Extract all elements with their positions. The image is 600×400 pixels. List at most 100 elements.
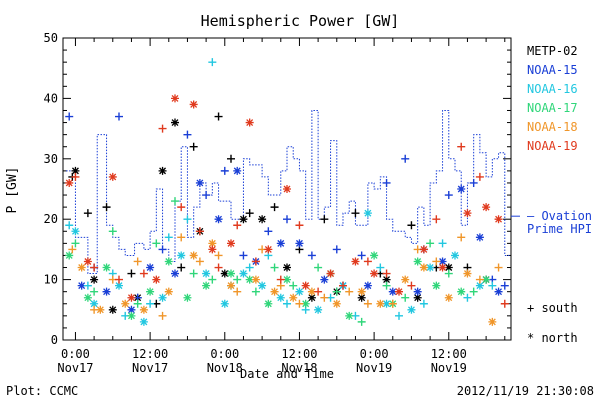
noaa-19-north-point: [171, 94, 179, 103]
noaa-18-north-point: [419, 263, 428, 272]
noaa-19-south-point: [71, 172, 80, 181]
noaa-19-north-point: [419, 245, 428, 254]
y-tick-label: 30: [44, 152, 58, 166]
noaa-15-north-point: [295, 239, 304, 248]
noaa-15-north-point: [146, 263, 155, 272]
noaa-18-south-point: [177, 233, 186, 242]
noaa-19-north-point: [227, 239, 235, 248]
legend-item-noaa-15: NOAA-15: [527, 63, 578, 77]
legend-south-marker: + south: [527, 301, 578, 315]
noaa-18-north-point: [139, 305, 148, 314]
noaa-18-north-point: [189, 251, 198, 260]
noaa-18-north-point: [251, 275, 260, 284]
noaa-17-north-point: [457, 287, 466, 296]
plot-timestamp: 2012/11/19 21:30:08: [457, 384, 594, 398]
noaa-19-south-point: [115, 275, 123, 284]
noaa-16-south-point: [83, 281, 92, 290]
noaa-18-south-point: [363, 299, 372, 308]
noaa-17-north-point: [413, 257, 422, 266]
noaa-16-south-point: [245, 263, 254, 272]
noaa-19-north-point: [351, 257, 360, 266]
noaa-17-north-point: [432, 281, 441, 290]
noaa-18-north-point: [444, 293, 453, 302]
metp-02-south-point: [320, 215, 329, 224]
metp-02-south-point: [214, 112, 223, 121]
y-tick-label: 40: [44, 91, 58, 105]
noaa-17-south-point: [251, 287, 260, 296]
x-tick-label-time: 12:00: [281, 347, 317, 361]
x-tick-label-date: Nov18: [207, 361, 243, 375]
noaa-19-south-point: [407, 281, 416, 290]
noaa-15-north-point: [276, 239, 285, 248]
noaa-15-north-point: [127, 305, 136, 314]
x-tick-label-date: Nov19: [356, 361, 392, 375]
noaa-15-south-point: [332, 245, 341, 254]
noaa-18-north-point: [357, 287, 366, 296]
metp-02-north-point: [108, 305, 117, 314]
noaa-19-south-point: [214, 263, 223, 272]
noaa-17-south-point: [152, 239, 161, 248]
noaa-18-north-point: [332, 299, 341, 308]
metp-02-north-point: [413, 293, 422, 302]
noaa-19-south-point: [139, 269, 148, 278]
legend-item-metp-02: METP-02: [527, 44, 578, 58]
noaa-16-north-point: [426, 263, 435, 272]
noaa-18-north-point: [96, 305, 105, 314]
noaa-19-north-point: [370, 269, 379, 278]
noaa-19-north-point: [127, 293, 136, 302]
legend-item-noaa-18: NOAA-18: [527, 120, 578, 134]
metp-02-north-point: [357, 293, 366, 302]
noaa-15-north-point: [475, 233, 484, 242]
noaa-16-north-point: [363, 209, 372, 218]
noaa-15-south-point: [158, 245, 167, 254]
noaa-18-south-point: [68, 245, 77, 254]
noaa-15-north-point: [320, 275, 329, 284]
noaa-15-north-point: [413, 287, 422, 296]
noaa-17-south-point: [426, 239, 435, 248]
noaa-15-north-point: [195, 178, 204, 187]
noaa-16-north-point: [314, 305, 323, 314]
legend-item-noaa-19: NOAA-19: [527, 139, 578, 153]
noaa-19-south-point: [339, 281, 347, 290]
legend-item-noaa-16: NOAA-16: [527, 82, 578, 96]
plot-credit: Plot: CCMC: [6, 384, 78, 398]
noaa-15-south-point: [444, 191, 453, 200]
noaa-19-south-point: [295, 221, 304, 230]
noaa-18-north-point: [376, 299, 385, 308]
noaa-15-north-point: [457, 185, 466, 193]
noaa-19-north-point: [152, 275, 161, 284]
noaa-18-north-point: [121, 299, 130, 308]
noaa-19-north-point: [189, 100, 198, 109]
noaa-16-south-point: [65, 221, 74, 230]
metp-02-north-point: [444, 263, 453, 272]
noaa-19-south-point: [276, 275, 285, 284]
metp-02-south-point: [127, 269, 136, 278]
noaa-19-north-point: [108, 172, 117, 181]
noaa-16-south-point: [146, 299, 155, 308]
noaa-15-north-point: [233, 166, 242, 175]
metp-02-north-point: [158, 166, 167, 175]
noaa-18-north-point: [77, 263, 86, 272]
noaa-16-south-point: [438, 239, 447, 248]
metp-02-south-point: [227, 154, 235, 163]
noaa-16-south-point: [376, 263, 385, 272]
noaa-18-south-point: [195, 257, 204, 266]
noaa-18-south-point: [432, 257, 441, 266]
noaa-17-north-point: [183, 293, 192, 302]
plot-frame: [62, 37, 512, 341]
noaa-18-north-point: [270, 287, 279, 296]
noaa-16-north-point: [407, 305, 416, 314]
noaa-17-south-point: [189, 269, 198, 278]
noaa-19-north-point: [301, 281, 310, 290]
noaa-17-south-point: [357, 317, 366, 326]
noaa-15-south-point: [202, 191, 211, 200]
metp-02-south-point: [177, 263, 186, 272]
noaa-18-south-point: [345, 287, 354, 296]
noaa-17-south-point: [469, 287, 478, 296]
noaa-18-south-point: [457, 233, 466, 242]
noaa-16-south-point: [395, 311, 403, 320]
noaa-15-south-point: [382, 178, 391, 187]
noaa-16-north-point: [475, 281, 484, 290]
noaa-18-north-point: [227, 281, 235, 290]
